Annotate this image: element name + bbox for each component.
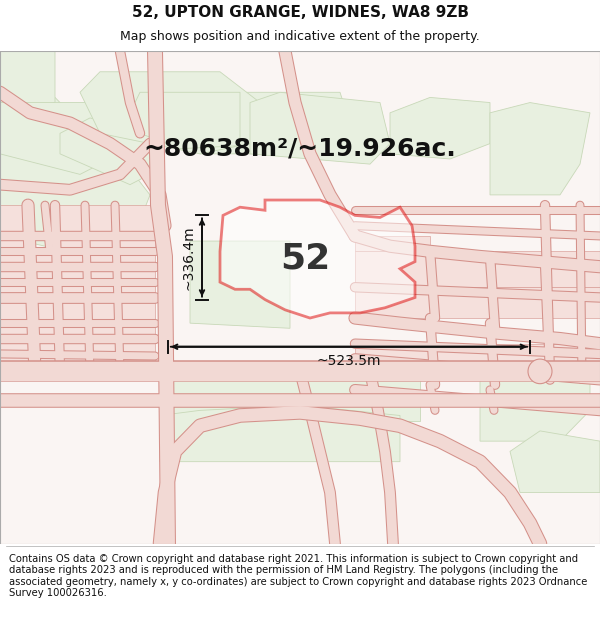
Polygon shape (495, 251, 545, 288)
Polygon shape (435, 288, 490, 318)
Polygon shape (50, 205, 155, 251)
Polygon shape (0, 251, 28, 298)
Polygon shape (0, 298, 28, 371)
Polygon shape (0, 205, 28, 251)
Polygon shape (90, 298, 115, 371)
Polygon shape (170, 92, 350, 154)
Polygon shape (495, 288, 545, 318)
Polygon shape (220, 200, 415, 318)
Polygon shape (0, 51, 55, 112)
Polygon shape (510, 431, 600, 492)
Polygon shape (355, 288, 430, 318)
Polygon shape (480, 354, 590, 441)
Polygon shape (60, 298, 85, 371)
Polygon shape (495, 344, 545, 379)
Text: 52, UPTON GRANGE, WIDNES, WA8 9ZB: 52, UPTON GRANGE, WIDNES, WA8 9ZB (131, 5, 469, 20)
Polygon shape (435, 344, 490, 379)
Polygon shape (0, 51, 600, 544)
Polygon shape (355, 251, 430, 288)
Polygon shape (550, 251, 600, 288)
Polygon shape (490, 102, 590, 195)
Polygon shape (160, 405, 400, 462)
Circle shape (528, 359, 552, 384)
Polygon shape (160, 379, 420, 421)
Polygon shape (355, 344, 430, 379)
Polygon shape (0, 133, 150, 256)
Polygon shape (250, 92, 390, 164)
Polygon shape (0, 112, 90, 246)
Polygon shape (435, 251, 490, 288)
Text: 52: 52 (280, 241, 330, 276)
Polygon shape (390, 98, 490, 159)
Polygon shape (120, 298, 155, 371)
Polygon shape (190, 241, 290, 328)
Polygon shape (35, 298, 55, 371)
Polygon shape (0, 102, 120, 174)
Text: Contains OS data © Crown copyright and database right 2021. This information is : Contains OS data © Crown copyright and d… (9, 554, 587, 598)
Text: ~523.5m: ~523.5m (317, 354, 381, 368)
Text: ~80638m²/~19.926ac.: ~80638m²/~19.926ac. (143, 137, 457, 161)
Polygon shape (550, 288, 600, 318)
Polygon shape (550, 344, 600, 379)
Polygon shape (130, 92, 240, 149)
Polygon shape (0, 72, 60, 144)
Polygon shape (80, 72, 260, 154)
Polygon shape (60, 118, 160, 184)
Text: Map shows position and indicative extent of the property.: Map shows position and indicative extent… (120, 31, 480, 43)
Text: ~336.4m: ~336.4m (181, 225, 195, 290)
Polygon shape (35, 251, 155, 298)
Polygon shape (355, 236, 430, 251)
